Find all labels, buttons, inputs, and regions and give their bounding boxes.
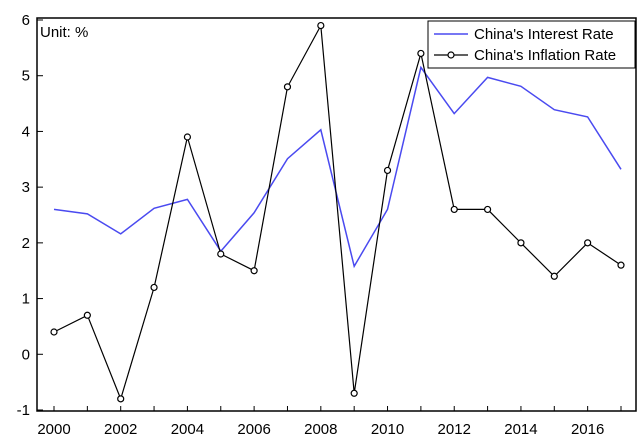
- data-point: [617, 261, 625, 269]
- y-tick-label: 5: [22, 68, 30, 85]
- x-tick-label: 2012: [438, 421, 471, 437]
- y-tick-label: 6: [22, 12, 30, 29]
- legend: China's Interest Rate China's Inflation …: [427, 20, 636, 69]
- plot-frame: [36, 17, 637, 412]
- x-tick-label: 2008: [304, 421, 337, 437]
- legend-marker-inflation-rate: [447, 51, 455, 59]
- data-point: [450, 205, 458, 214]
- data-point: [283, 83, 292, 91]
- series-line-interest-rate: [53, 65, 622, 269]
- data-point: [417, 49, 425, 58]
- data-point: [250, 267, 258, 275]
- data-point: [550, 272, 558, 280]
- x-tick-label: 2006: [237, 421, 270, 437]
- y-tick-label: 4: [22, 123, 30, 140]
- series-line-inflation-rate: [53, 23, 622, 401]
- data-point: [217, 250, 225, 258]
- series-layer: [50, 21, 625, 403]
- data-point: [117, 395, 125, 403]
- data-point: [483, 205, 492, 214]
- x-axis: 2000 2002 2004 2006 2008 2010 2012 2014 2016: [37, 406, 622, 437]
- data-point: [317, 21, 325, 30]
- x-tick-label: 2000: [37, 421, 70, 437]
- x-tick-label: 2016: [571, 421, 604, 437]
- y-tick-label: 0: [22, 346, 30, 363]
- x-tick-label: 2010: [371, 421, 404, 437]
- y-tick-label: 2: [22, 235, 30, 252]
- x-tick-label: 2014: [504, 421, 537, 437]
- y-axis: -1 0 1 2 3 4 5 6: [17, 12, 43, 419]
- legend-box: [427, 20, 636, 69]
- data-point: [83, 311, 91, 319]
- x-tick-label: 2004: [171, 421, 204, 437]
- data-point: [183, 133, 192, 141]
- data-point: [150, 283, 158, 292]
- data-point: [383, 166, 392, 175]
- y-tick-label: 3: [22, 179, 30, 196]
- data-point: [50, 328, 58, 336]
- y-tick-label: 1: [22, 291, 30, 308]
- legend-label-inflation-rate: China's Inflation Rate: [474, 47, 616, 64]
- legend-label-interest-rate: China's Interest Rate: [474, 26, 614, 43]
- data-point: [584, 239, 592, 247]
- data-point: [350, 389, 358, 397]
- data-point: [517, 239, 525, 247]
- y-tick-label: -1: [17, 402, 30, 419]
- unit-label: Unit: %: [40, 24, 88, 41]
- x-tick-label: 2002: [104, 421, 137, 437]
